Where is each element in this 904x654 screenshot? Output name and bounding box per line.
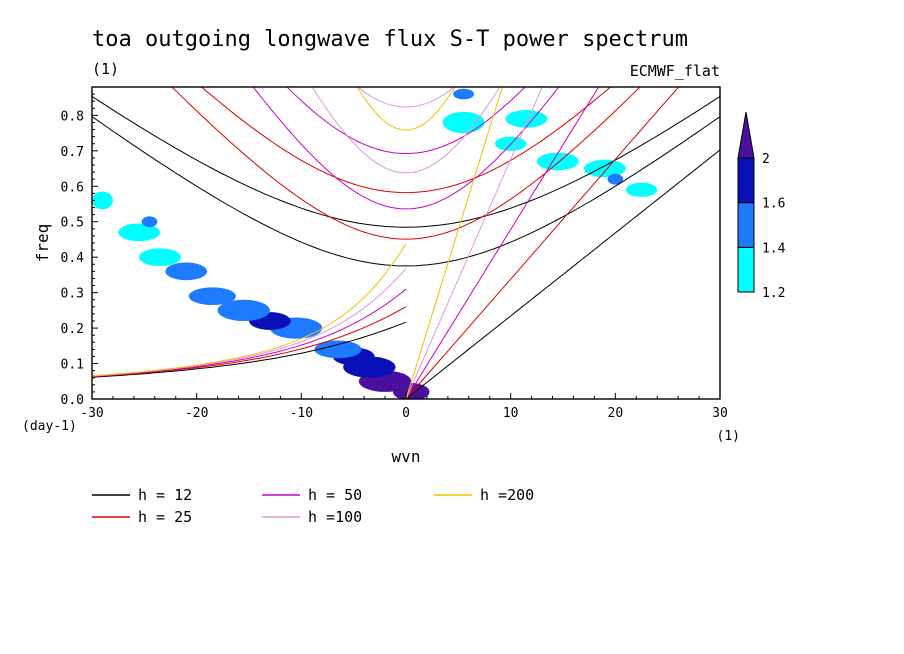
contour-patch-16 [536, 152, 579, 171]
legend: h = 12 h = 25 h = 50 h =100 h =200 [92, 486, 534, 526]
y-tick-label: 0.8 [61, 109, 84, 124]
curve-ig2-h25 [200, 87, 612, 194]
x-unit-label: (1) [717, 429, 740, 444]
curve-ig1-h200 [356, 87, 456, 131]
contour-patch-14 [442, 111, 485, 134]
curve-ig1-h25 [171, 87, 641, 240]
x-tick-label: 0 [402, 406, 410, 421]
contour-patch-10 [139, 248, 181, 267]
legend-label: h = 12 [138, 486, 192, 504]
x-tick-label: -10 [290, 406, 313, 421]
contour-patch-7 [217, 299, 270, 322]
curve-ig2-h100 [357, 87, 455, 108]
x-tick-label: -30 [80, 406, 103, 421]
y-tick-label: 0.2 [61, 322, 84, 337]
legend-label: h =100 [308, 508, 362, 526]
contour-patch-18 [607, 173, 624, 185]
x-axis-label: wvn [392, 447, 421, 466]
colorbar-segment [737, 157, 755, 204]
y-tick-label: 0.3 [61, 287, 84, 302]
contour-patch-8 [188, 287, 236, 306]
curve-kelvin-h25 [405, 87, 680, 399]
x-tick-label: 10 [503, 406, 519, 421]
y-tick-label: 0.7 [61, 145, 84, 160]
x-tick-label: 30 [712, 406, 728, 421]
curve-ig1-h12 [92, 116, 720, 267]
y-axis-label: freq [33, 224, 52, 263]
x-axis-ticks: -30 -20 -10 0 10 20 30 [80, 393, 728, 421]
colorbar-segment [737, 202, 755, 248]
contour-patch-15 [505, 110, 548, 128]
chart-title: toa outgoing longwave flux S-T power spe… [92, 27, 688, 52]
curve-mrg-h25 [92, 306, 407, 378]
legend-label: h = 50 [308, 486, 362, 504]
curve-kelvin-h200 [405, 87, 503, 399]
y-tick-label: 0.5 [61, 216, 84, 231]
curve-kelvin-h12 [405, 149, 720, 399]
curve-mrg-h200 [92, 243, 407, 377]
legend-label: h = 25 [138, 508, 192, 526]
y-tick-label: 0.0 [61, 393, 84, 408]
curve-mrg-h12 [92, 321, 407, 378]
contour-patch-19 [625, 182, 658, 197]
curve-ig2-h50 [286, 87, 526, 155]
y-tick-label: 0.6 [61, 180, 84, 195]
y-axis-ticks: 0.0 0.1 0.2 0.3 0.4 0.5 0.6 0.7 0.8 [61, 93, 98, 408]
y-tick-label: 0.4 [61, 251, 85, 266]
chart-subtitle-units: (1) [92, 60, 119, 78]
contour-patch-12 [141, 216, 158, 228]
colorbar-label: 1.2 [762, 286, 785, 301]
x-tick-label: 20 [608, 406, 624, 421]
contour-patch-17 [583, 159, 626, 178]
curve-kelvin-h100 [405, 87, 543, 399]
colorbar-segment [737, 246, 755, 293]
curve-ig2-h12 [92, 95, 720, 228]
contour-patches [92, 88, 658, 399]
contour-patch-4 [314, 340, 362, 359]
contour-patch-13 [92, 191, 113, 210]
colorbar-arrow [737, 111, 755, 159]
colorbar-label: 1.6 [762, 197, 785, 212]
curve-ig1-h50 [252, 87, 560, 210]
legend-label: h =200 [480, 486, 534, 504]
y-tick-label: 0.1 [61, 358, 84, 373]
curve-ig1-h100 [311, 87, 501, 174]
dispersion-curves [92, 87, 720, 399]
plot-frame [91, 86, 721, 400]
chart-subtitle-model: ECMWF_flat [630, 62, 720, 80]
contour-patch-11 [118, 223, 161, 242]
colorbar-label: 1.4 [762, 241, 786, 256]
x-tick-label: -20 [185, 406, 208, 421]
y-unit-label: (day-1) [22, 419, 77, 434]
contour-patch-9 [165, 262, 208, 281]
colorbar-label: 2 [762, 152, 770, 167]
curve-kelvin-h50 [405, 87, 600, 399]
colorbar: 1.2 1.4 1.6 2 [737, 111, 786, 301]
contour-patch-20 [453, 88, 475, 100]
